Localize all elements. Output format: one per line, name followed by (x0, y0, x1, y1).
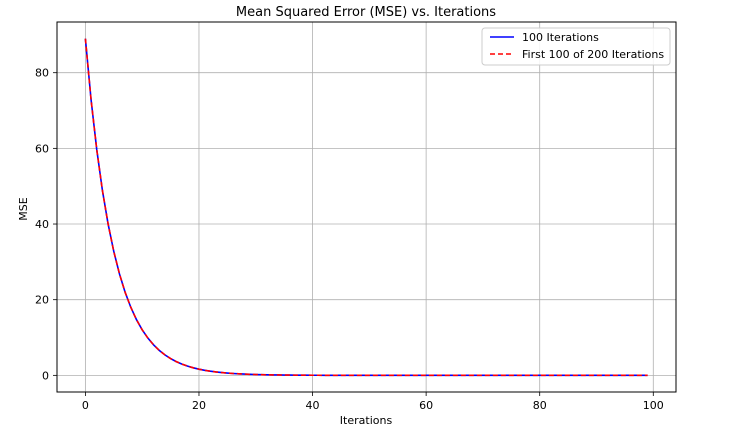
legend-box (481, 27, 671, 66)
x-tick-label: 100 (643, 399, 664, 412)
legend-label-100-iterations: 100 Iterations (522, 31, 599, 44)
x-tick-label: 0 (82, 399, 89, 412)
x-axis-label: Iterations (340, 414, 393, 427)
y-tick-label: 0 (42, 369, 49, 382)
legend-label-first-100-of-200: First 100 of 200 Iterations (522, 48, 664, 61)
y-tick-label: 80 (35, 67, 49, 80)
chart-title: Mean Squared Error (MSE) vs. Iterations (236, 5, 496, 20)
y-axis-label: MSE (17, 197, 30, 220)
x-tick-label: 20 (192, 399, 206, 412)
series-line-first-100-of-200 (84, 38, 648, 377)
tick-layer: 0 20 40 60 80 100 0 20 40 60 80 (35, 67, 664, 412)
x-tick-label: 80 (533, 399, 547, 412)
series-layer (84, 38, 648, 377)
x-tick-label: 60 (419, 399, 433, 412)
x-tick-label: 40 (306, 399, 320, 412)
plot-frame (56, 21, 677, 393)
y-tick-label: 20 (35, 294, 49, 307)
legend: 100 Iterations First 100 of 200 Iteratio… (481, 27, 671, 66)
y-tick-label: 60 (35, 142, 49, 155)
y-tick-label: 40 (35, 218, 49, 231)
